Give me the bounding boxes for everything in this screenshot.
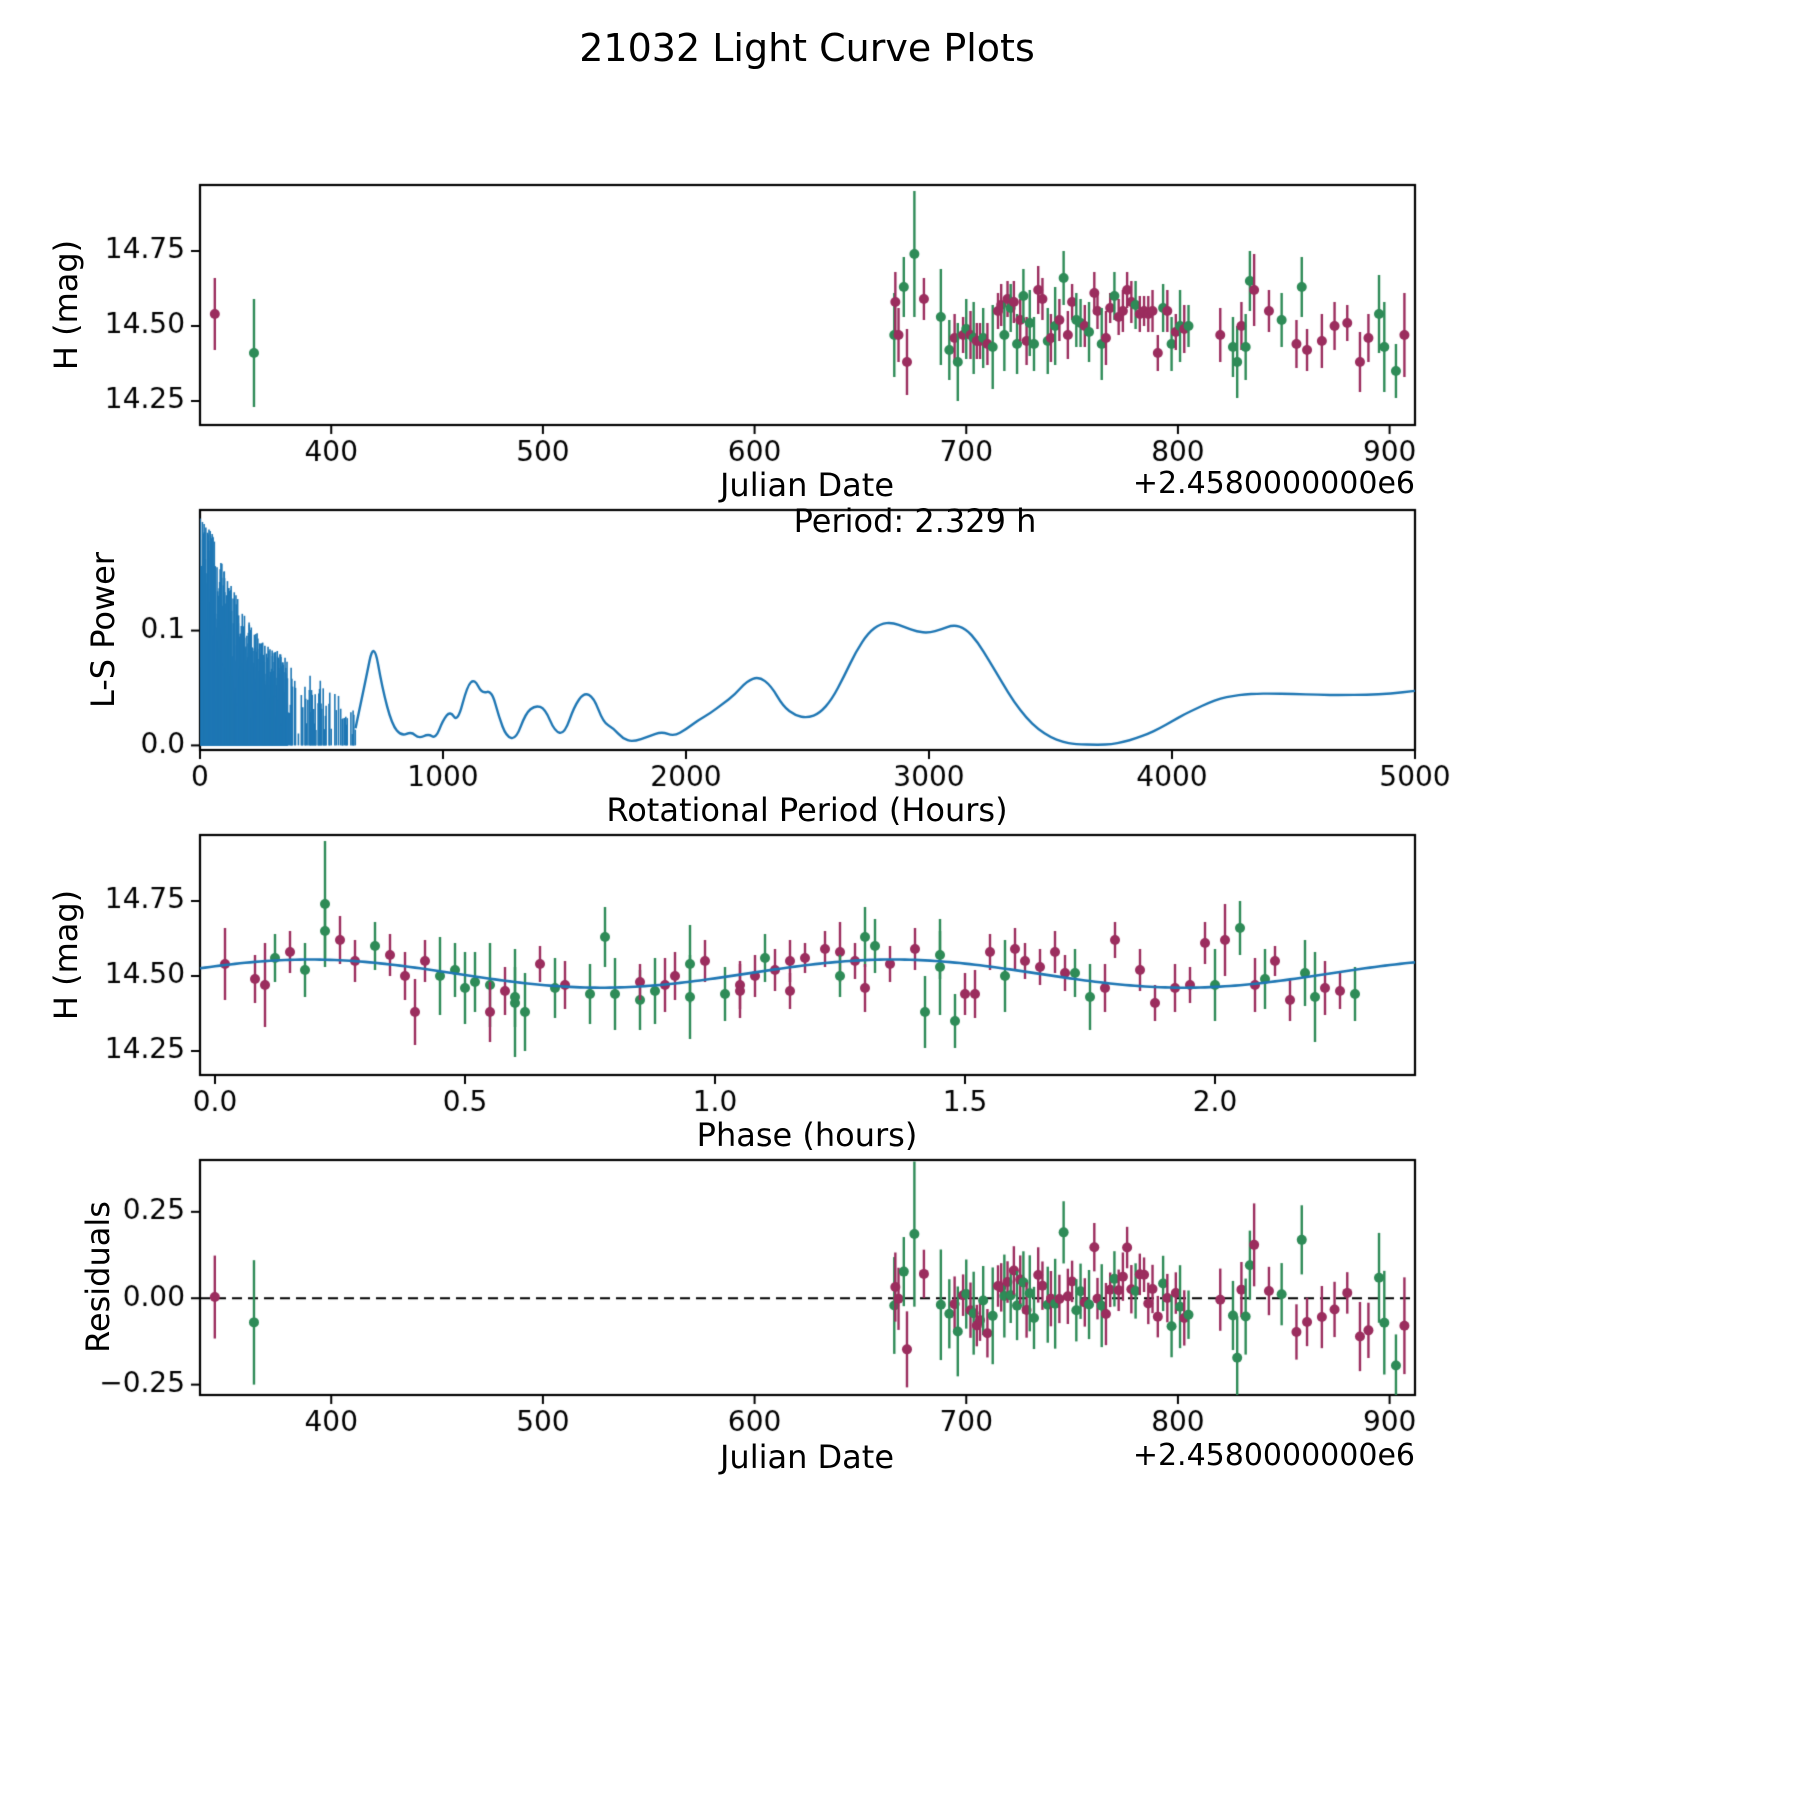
subplot3-xlabel: Phase (hours)	[696, 1116, 918, 1154]
figure-title: 21032 Light Curve Plots	[579, 26, 1035, 70]
subplot2-xlabel: Rotational Period (Hours)	[606, 791, 1008, 829]
subplot3-ylabel: H (mag)	[47, 889, 85, 1021]
subplot2-ylabel: L-S Power	[84, 551, 122, 709]
subplot1-axis-offset: +2.4580000000e6	[1132, 466, 1415, 501]
period-annotation: Period: 2.329 h	[793, 502, 1037, 540]
subplot4-ylabel: Residuals	[79, 1201, 117, 1353]
subplot1-ylabel: H (mag)	[47, 239, 85, 371]
subplot1-xlabel: Julian Date	[719, 466, 895, 504]
subplot4-xlabel: Julian Date	[719, 1438, 895, 1476]
subplot4-axis-offset: +2.4580000000e6	[1132, 1438, 1415, 1473]
